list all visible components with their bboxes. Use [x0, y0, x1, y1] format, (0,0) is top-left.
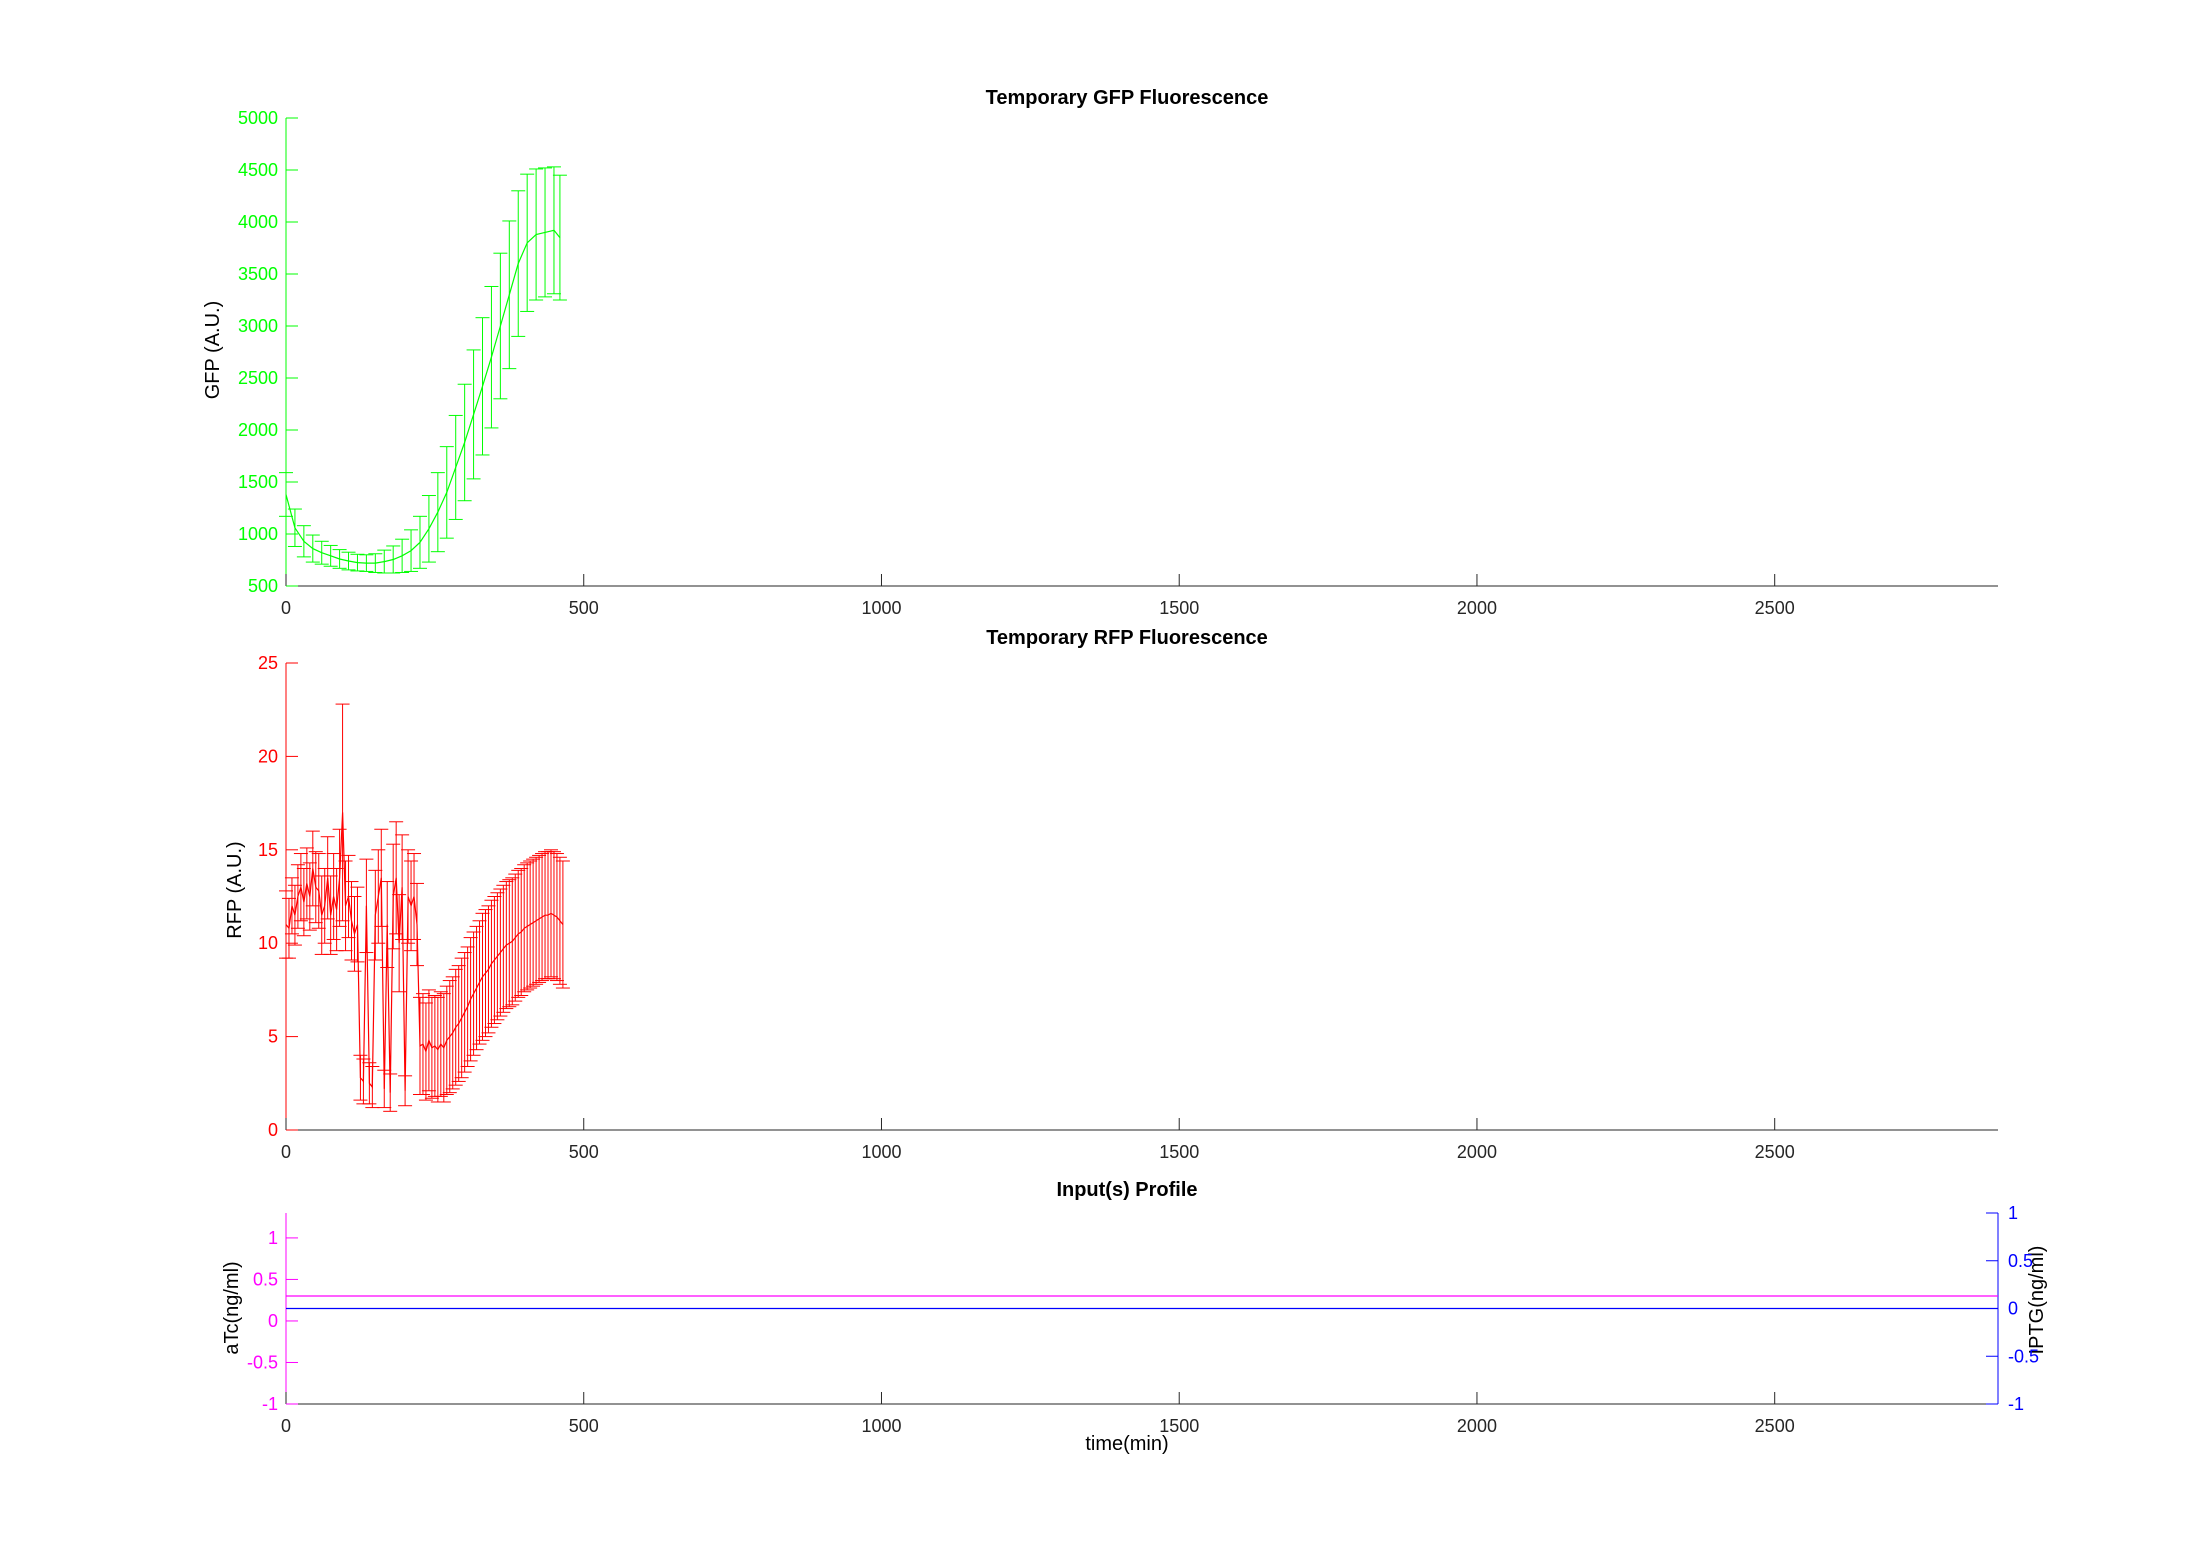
x-tick-label: 1000 — [861, 1142, 901, 1162]
right-y-tick-label: 0.5 — [2008, 1251, 2033, 1271]
x-tick-label: 2000 — [1457, 1416, 1497, 1436]
y-tick-label: 4500 — [238, 160, 278, 180]
right-y-tick-label: -0.5 — [2008, 1346, 2039, 1366]
x-tick-label: 2500 — [1755, 598, 1795, 618]
y-tick-label: -0.5 — [247, 1352, 278, 1372]
y-tick-label: 0 — [268, 1311, 278, 1331]
x-tick-label: 2500 — [1755, 1416, 1795, 1436]
gfp-chart-title: Temporary GFP Fluorescence — [986, 87, 1269, 109]
y-tick-label: 2500 — [238, 368, 278, 388]
x-tick-label: 1500 — [1159, 1416, 1199, 1436]
x-tick-label: 500 — [569, 1416, 599, 1436]
y-tick-label: 500 — [248, 576, 278, 596]
y-tick-label: 0.5 — [253, 1269, 278, 1289]
y-tick-label: 5000 — [238, 108, 278, 128]
y-tick-label: 5 — [268, 1027, 278, 1047]
y-tick-label: 1000 — [238, 524, 278, 544]
x-tick-label: 0 — [281, 1142, 291, 1162]
y-tick-label: 25 — [258, 653, 278, 673]
y-tick-label: 20 — [258, 746, 278, 766]
y-tick-label: 15 — [258, 840, 278, 860]
atc-y-axis-label: aTc(ng/ml) — [221, 1261, 243, 1354]
x-tick-label: 2000 — [1457, 598, 1497, 618]
y-tick-label: 1500 — [238, 472, 278, 492]
x-tick-label: 1000 — [861, 598, 901, 618]
time-x-axis-label: time(min) — [1085, 1433, 1168, 1455]
x-tick-label: 0 — [281, 598, 291, 618]
y-tick-label: 3000 — [238, 316, 278, 336]
y-tick-label: 1 — [268, 1228, 278, 1248]
y-tick-label: 3500 — [238, 264, 278, 284]
x-tick-label: 1500 — [1159, 598, 1199, 618]
input-profile-panel: Input(s) Profile aTc(ng/ml) IPTG(ng/ml) … — [221, 1179, 2048, 1455]
rfp-chart-title: Temporary RFP Fluorescence — [986, 627, 1268, 649]
y-tick-label: -1 — [262, 1394, 278, 1414]
right-y-tick-label: 1 — [2008, 1203, 2018, 1223]
y-tick-label: 4000 — [238, 212, 278, 232]
x-tick-label: 500 — [569, 598, 599, 618]
input-chart-title: Input(s) Profile — [1056, 1179, 1197, 1201]
series-line — [285, 812, 564, 1093]
right-y-tick-label: 0 — [2008, 1299, 2018, 1319]
series-line — [285, 229, 561, 564]
y-tick-label: 0 — [268, 1120, 278, 1140]
rfp-y-axis-label: RFP (A.U.) — [224, 841, 246, 938]
x-tick-label: 0 — [281, 1416, 291, 1436]
gfp-y-axis-label: GFP (A.U.) — [202, 301, 224, 400]
x-tick-label: 1500 — [1159, 1142, 1199, 1162]
iptg-y-axis-label: IPTG(ng/ml) — [2026, 1246, 2048, 1355]
y-tick-label: 2000 — [238, 420, 278, 440]
right-y-tick-label: -1 — [2008, 1394, 2024, 1414]
x-tick-label: 2000 — [1457, 1142, 1497, 1162]
x-tick-label: 1000 — [861, 1416, 901, 1436]
x-tick-label: 2500 — [1755, 1142, 1795, 1162]
x-tick-label: 500 — [569, 1142, 599, 1162]
rfp-panel: Temporary RFP Fluorescence RFP (A.U.) 0 5… — [224, 627, 1998, 1162]
y-tick-label: 10 — [258, 933, 278, 953]
